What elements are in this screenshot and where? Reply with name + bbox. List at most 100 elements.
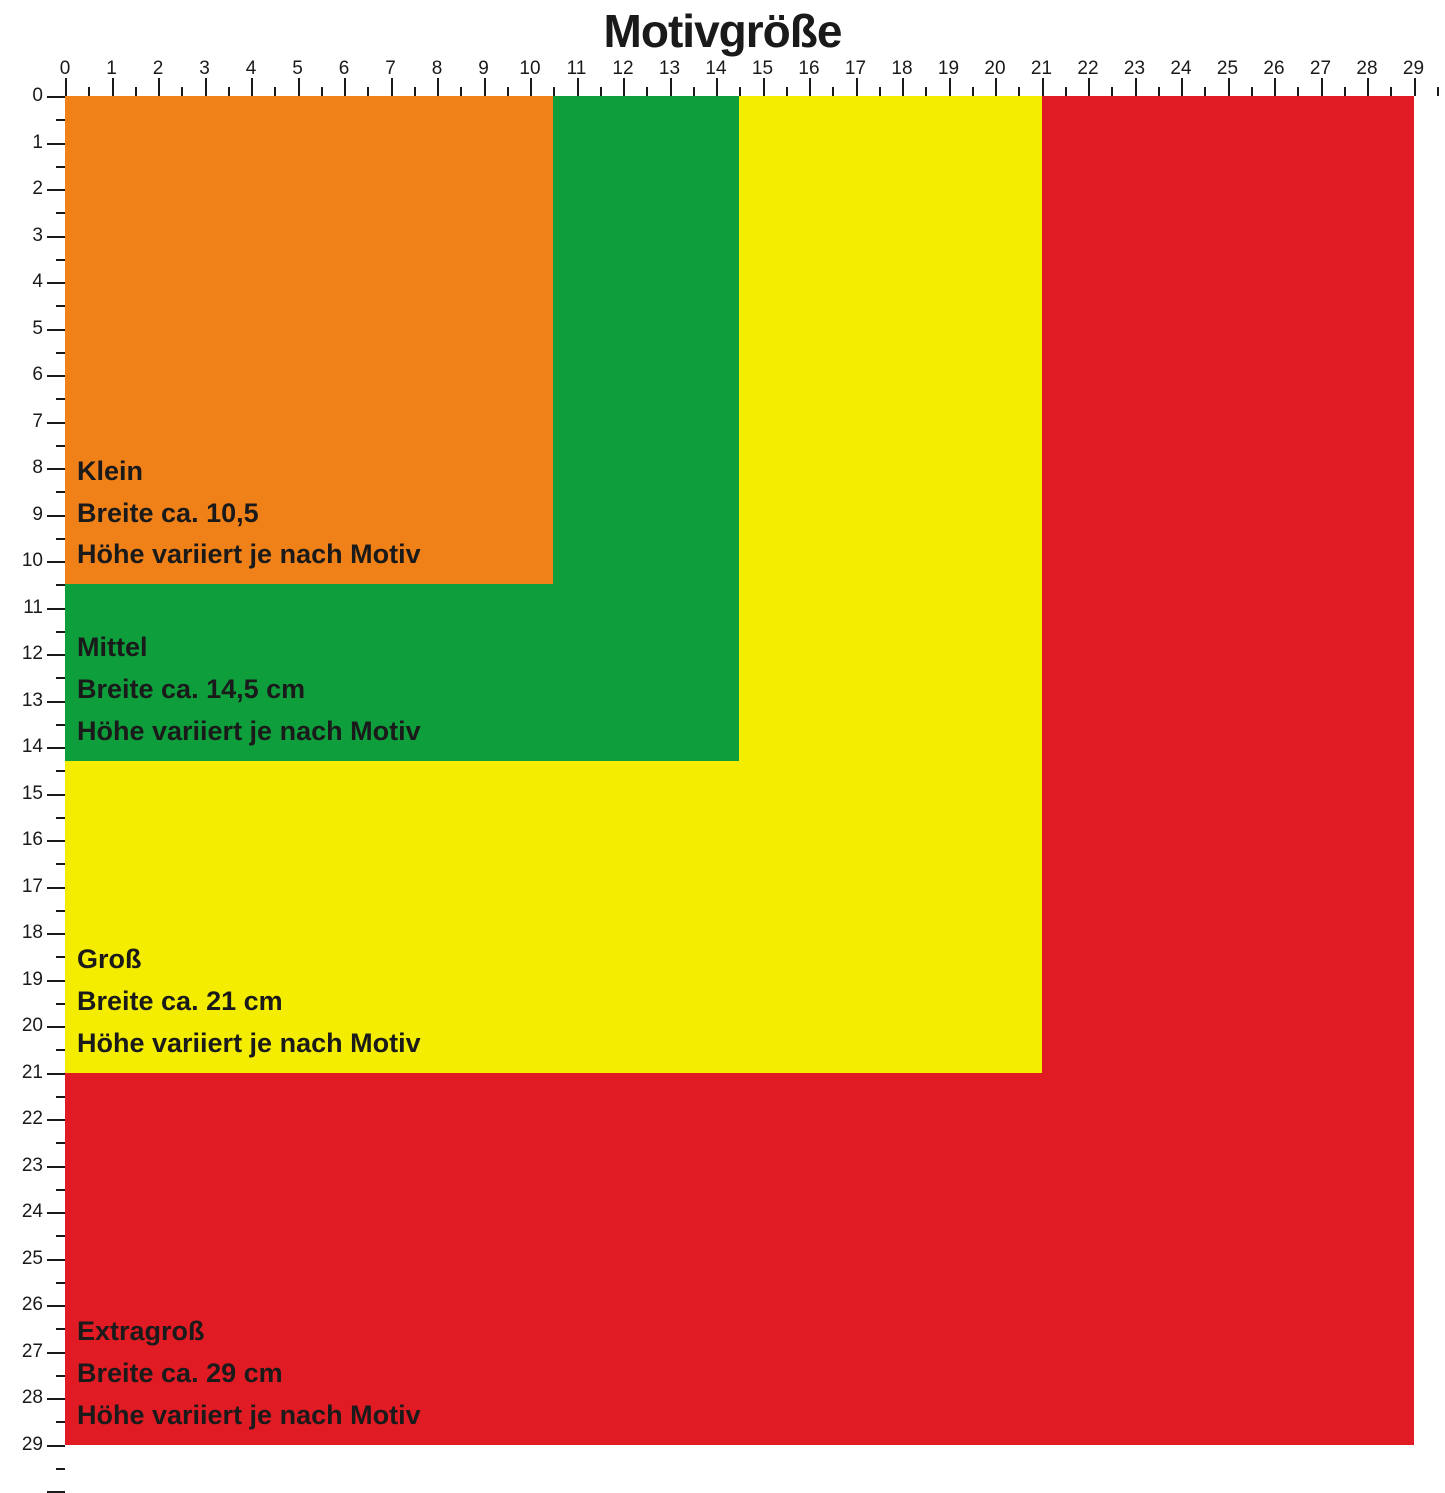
ruler-left-tick-minor bbox=[56, 1328, 65, 1330]
ruler-top-tick-major bbox=[1367, 78, 1369, 96]
ruler-top-tick-major bbox=[1321, 78, 1323, 96]
ruler-left-tick-minor bbox=[56, 677, 65, 679]
ruler-left-label: 17 bbox=[22, 876, 43, 898]
ruler-left-tick-major bbox=[47, 747, 65, 749]
ruler-left-tick-major bbox=[47, 840, 65, 842]
ruler-left-tick-minor bbox=[56, 1235, 65, 1237]
ruler-left-tick-minor bbox=[56, 1003, 65, 1005]
ruler-left-tick-minor bbox=[56, 538, 65, 540]
ruler-left-tick-minor bbox=[56, 956, 65, 958]
ruler-top-tick-minor bbox=[553, 87, 555, 96]
ruler-top-label: 15 bbox=[752, 58, 773, 80]
ruler-left-tick-major bbox=[47, 794, 65, 796]
ruler-left-tick-major bbox=[47, 1119, 65, 1121]
ruler-left-tick-major bbox=[47, 143, 65, 145]
ruler-top-label: 29 bbox=[1403, 58, 1424, 80]
ruler-left-tick-minor bbox=[56, 398, 65, 400]
ruler-left-label: 21 bbox=[22, 1062, 43, 1084]
ruler-top-label: 21 bbox=[1031, 58, 1052, 80]
ruler-left-label: 25 bbox=[22, 1248, 43, 1270]
ruler-top-tick-major bbox=[949, 78, 951, 96]
ruler-top-tick-minor bbox=[786, 87, 788, 96]
ruler-top-label: 27 bbox=[1310, 58, 1331, 80]
ruler-top-tick-major bbox=[809, 78, 811, 96]
size-label-width: Breite ca. 29 cm bbox=[77, 1353, 421, 1395]
ruler-left-tick-minor bbox=[56, 1096, 65, 1098]
ruler-top-tick-minor bbox=[274, 87, 276, 96]
ruler-top-label: 3 bbox=[199, 58, 210, 80]
ruler-top-tick-major bbox=[763, 78, 765, 96]
ruler-top-tick-minor bbox=[135, 87, 137, 96]
ruler-left-label: 12 bbox=[22, 643, 43, 665]
ruler-left-tick-minor bbox=[56, 910, 65, 912]
ruler-top-label: 18 bbox=[891, 58, 912, 80]
size-label-title: Mittel bbox=[77, 627, 421, 669]
ruler-top-label: 17 bbox=[845, 58, 866, 80]
ruler-top-label: 28 bbox=[1356, 58, 1377, 80]
ruler-top-tick-major bbox=[995, 78, 997, 96]
ruler-left-label: 5 bbox=[32, 318, 43, 340]
ruler-top-tick-minor bbox=[1344, 87, 1346, 96]
ruler-top-label: 13 bbox=[659, 58, 680, 80]
ruler-top-tick-major bbox=[437, 78, 439, 96]
ruler-top-label: 23 bbox=[1124, 58, 1145, 80]
ruler-left-tick-major bbox=[47, 329, 65, 331]
ruler-left-tick-major bbox=[47, 701, 65, 703]
ruler-left-tick-minor bbox=[56, 584, 65, 586]
ruler-top-label: 26 bbox=[1263, 58, 1284, 80]
ruler-top-label: 24 bbox=[1170, 58, 1191, 80]
size-label-height: Höhe variiert je nach Motiv bbox=[77, 1395, 421, 1437]
page-title: Motivgröße bbox=[0, 4, 1445, 58]
ruler-left-tick-minor bbox=[56, 1375, 65, 1377]
ruler-top-tick-minor bbox=[832, 87, 834, 96]
ruler-top-tick-major bbox=[1228, 78, 1230, 96]
ruler-left-label: 20 bbox=[22, 1015, 43, 1037]
ruler-top-tick-major bbox=[484, 78, 486, 96]
ruler-left-tick-major bbox=[47, 468, 65, 470]
ruler-top-tick-minor bbox=[1297, 87, 1299, 96]
ruler-top-tick-major bbox=[1088, 78, 1090, 96]
ruler-left-tick-major bbox=[47, 933, 65, 935]
ruler-top-label: 1 bbox=[106, 58, 117, 80]
ruler-left-tick-major bbox=[47, 1166, 65, 1168]
ruler-left-label: 4 bbox=[32, 271, 43, 293]
ruler-top-tick-minor bbox=[1158, 87, 1160, 96]
ruler-top-tick-minor bbox=[739, 87, 741, 96]
ruler-left-label: 22 bbox=[22, 1108, 43, 1130]
ruler-left-label: 3 bbox=[32, 225, 43, 247]
ruler-top-tick-minor bbox=[1018, 87, 1020, 96]
ruler-left-label: 28 bbox=[22, 1387, 43, 1409]
ruler-top-tick-minor bbox=[879, 87, 881, 96]
ruler-top-label: 16 bbox=[798, 58, 819, 80]
ruler-left-tick-minor bbox=[56, 724, 65, 726]
ruler-left-label: 6 bbox=[32, 364, 43, 386]
ruler-top-tick-minor bbox=[1390, 87, 1392, 96]
ruler-left-label: 13 bbox=[22, 690, 43, 712]
size-box-label: KleinBreite ca. 10,5Höhe variiert je nac… bbox=[77, 451, 421, 577]
ruler-top-tick-major bbox=[530, 78, 532, 96]
ruler-left-tick-minor bbox=[56, 1468, 65, 1470]
ruler-left-label: 10 bbox=[22, 550, 43, 572]
ruler-top-tick-major bbox=[65, 78, 67, 96]
ruler-left-label: 7 bbox=[32, 411, 43, 433]
ruler-top-tick-major bbox=[205, 78, 207, 96]
ruler-left-tick-major bbox=[47, 887, 65, 889]
ruler-top-tick-minor bbox=[367, 87, 369, 96]
ruler-left-tick-major bbox=[47, 608, 65, 610]
ruler-top-tick-minor bbox=[1251, 87, 1253, 96]
ruler-left-tick-major bbox=[47, 282, 65, 284]
ruler-left-label: 9 bbox=[32, 504, 43, 526]
ruler-top-tick-major bbox=[1274, 78, 1276, 96]
ruler-left-label: 14 bbox=[22, 736, 43, 758]
ruler-top-tick-minor bbox=[600, 87, 602, 96]
ruler-top-tick-major bbox=[344, 78, 346, 96]
ruler-left-tick-minor bbox=[56, 1142, 65, 1144]
size-box-klein: KleinBreite ca. 10,5Höhe variiert je nac… bbox=[65, 96, 553, 584]
ruler-left-label: 26 bbox=[22, 1294, 43, 1316]
ruler-left: 0123456789101112131415161718192021222324… bbox=[0, 96, 65, 1456]
ruler-left-tick-major bbox=[47, 1073, 65, 1075]
ruler-top-label: 8 bbox=[432, 58, 443, 80]
ruler-top-tick-minor bbox=[321, 87, 323, 96]
ruler-left-tick-minor bbox=[56, 305, 65, 307]
ruler-left-tick-major bbox=[47, 1398, 65, 1400]
